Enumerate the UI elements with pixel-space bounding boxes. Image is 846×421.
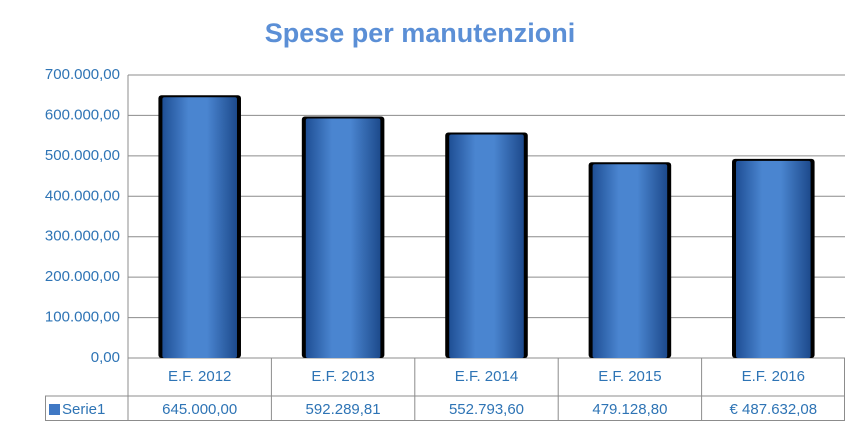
x-tick-label: E.F. 2016 (742, 368, 805, 385)
y-tick-label: 100.000,00 (45, 309, 120, 326)
data-label: 552.793,60 (449, 401, 524, 418)
chart-title: Spese per manutenzioni (265, 18, 576, 48)
data-label: 592.289,81 (306, 401, 381, 418)
y-tick-label: 200.000,00 (45, 268, 120, 285)
bar (592, 164, 668, 358)
data-label: 645.000,00 (162, 401, 237, 418)
bar (736, 160, 811, 358)
legend-label: Serie1 (62, 401, 105, 418)
bar (305, 118, 381, 359)
x-tick-label: E.F. 2013 (311, 368, 374, 385)
y-tick-label: 700.000,00 (45, 66, 120, 83)
legend-marker (49, 404, 60, 415)
bar (162, 97, 237, 358)
x-tick-label: E.F. 2012 (168, 368, 231, 385)
data-label: € 487.632,08 (730, 401, 818, 418)
y-tick-label: 500.000,00 (45, 147, 120, 164)
data-label: 479.128,80 (592, 401, 667, 418)
y-tick-label: 300.000,00 (45, 228, 120, 245)
y-tick-label: 600.000,00 (45, 106, 120, 123)
x-tick-label: E.F. 2014 (455, 368, 518, 385)
y-tick-label: 400.000,00 (45, 187, 120, 204)
y-tick-label: 0,00 (91, 349, 120, 366)
bar (449, 134, 524, 358)
x-tick-label: E.F. 2015 (598, 368, 661, 385)
